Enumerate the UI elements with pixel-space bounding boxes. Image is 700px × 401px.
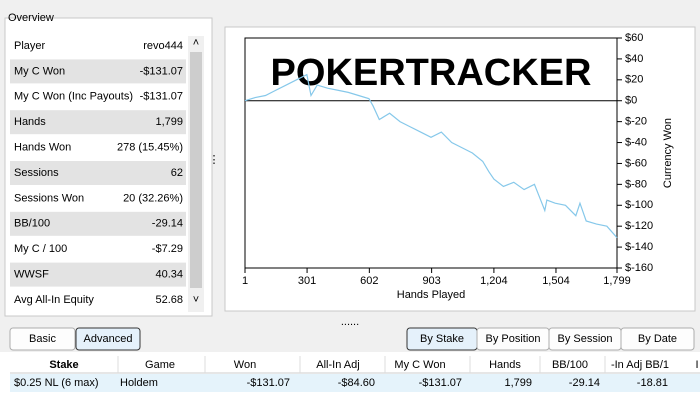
stat-label: Player — [14, 40, 46, 52]
stat-label: WWSF — [14, 269, 49, 281]
y-tick-label: $40 — [625, 53, 643, 65]
table-cell: -29.14 — [569, 377, 600, 389]
button[interactable] — [9, 327, 76, 351]
column-header[interactable]: I — [695, 359, 698, 371]
stat-value: -$131.07 — [140, 91, 183, 103]
table-header — [10, 356, 700, 373]
button-label[interactable]: By Stake — [420, 333, 464, 345]
stat-value: 20 (32.26%) — [123, 192, 183, 204]
overview-title: Overview — [8, 12, 54, 24]
x-tick-label: 301 — [298, 275, 316, 287]
stat-value: -29.14 — [152, 218, 183, 230]
y-tick-label: $-80 — [625, 178, 647, 190]
row-shade — [10, 211, 186, 236]
x-tick-label: 1,204 — [480, 275, 508, 287]
table-cell: -18.81 — [637, 377, 668, 389]
y-tick-label: $-140 — [625, 241, 653, 253]
row-shade — [10, 161, 186, 185]
column-header[interactable]: Game — [145, 359, 175, 371]
y-tick-label: $-40 — [625, 136, 647, 148]
row-shade — [10, 59, 186, 84]
stat-value: revo444 — [143, 40, 183, 52]
table-cell: Holdem — [120, 377, 158, 389]
y-tick-label: $-160 — [625, 262, 653, 274]
stat-label: Hands Won — [14, 142, 71, 154]
scroll-up[interactable]: ˄ — [193, 37, 199, 49]
watermark: POKERTRACKER — [271, 52, 592, 94]
plot-frame — [244, 37, 618, 269]
column-header[interactable]: Stake — [49, 359, 78, 371]
x-tick-label: 1,504 — [542, 275, 570, 287]
splitter[interactable]: ⋮ — [209, 154, 220, 166]
scroll-thumb[interactable] — [190, 52, 202, 288]
stat-label: Sessions Won — [14, 192, 84, 204]
stat-label: BB/100 — [14, 218, 50, 230]
scroll-down[interactable]: ˅ — [193, 294, 199, 306]
table-cell: 1,799 — [504, 377, 532, 389]
stat-value: -$7.29 — [152, 243, 183, 255]
y-axis-label: Currency Won — [662, 118, 674, 188]
y-tick-label: $-20 — [625, 116, 647, 128]
column-header[interactable]: Won — [234, 359, 256, 371]
button-label[interactable]: By Position — [485, 333, 540, 345]
y-tick-label: $-120 — [625, 220, 653, 232]
table-cell: $0.25 NL (6 max) — [14, 377, 99, 389]
button-label[interactable]: By Date — [638, 333, 677, 345]
stat-value: 278 (15.45%) — [117, 142, 183, 154]
x-tick-label: 1,799 — [603, 275, 631, 287]
table-cell: -$131.07 — [247, 377, 290, 389]
column-header[interactable]: My C Won — [394, 359, 445, 371]
y-tick-label: $-60 — [625, 157, 647, 169]
column-header[interactable]: Hands — [489, 359, 521, 371]
stat-label: Hands — [14, 116, 46, 128]
stat-label: My C / 100 — [14, 243, 67, 255]
stat-value: 62 — [171, 167, 183, 179]
x-tick-label: 602 — [360, 275, 378, 287]
y-tick-label: $60 — [625, 32, 643, 44]
line-series — [244, 73, 618, 239]
splitter[interactable]: ...... — [341, 316, 359, 328]
row-shade — [10, 262, 186, 287]
button-label[interactable]: By Session — [557, 333, 612, 345]
stat-label: Sessions — [14, 167, 59, 179]
stat-value: 1,799 — [155, 116, 183, 128]
stat-label: My C Won — [14, 65, 65, 77]
y-tick-label: $20 — [625, 74, 643, 86]
stat-value: 40.34 — [155, 269, 183, 281]
stat-value: 52.68 — [155, 294, 183, 306]
button-label[interactable]: Basic — [29, 333, 56, 345]
stat-label: My C Won (Inc Payouts) — [14, 91, 133, 103]
y-tick-label: $-100 — [625, 199, 653, 211]
column-header[interactable]: All-In Adj — [316, 359, 359, 371]
table-cell: -$131.07 — [419, 377, 462, 389]
column-header[interactable]: BB/100 — [552, 359, 588, 371]
stat-label: Avg All-In Equity — [14, 294, 94, 306]
button[interactable] — [620, 327, 695, 351]
x-tick-label: 903 — [422, 275, 440, 287]
table-row[interactable] — [10, 374, 700, 392]
column-header[interactable]: -In Adj BB/1 — [611, 359, 669, 371]
y-tick-label: $0 — [625, 95, 637, 107]
x-axis-label: Hands Played — [397, 289, 466, 301]
x-tick-label: 1 — [242, 275, 248, 287]
table-cell: -$84.60 — [338, 377, 375, 389]
stat-value: -$131.07 — [140, 65, 183, 77]
row-shade — [10, 110, 186, 135]
button-label[interactable]: Advanced — [84, 333, 133, 345]
button[interactable] — [75, 327, 141, 351]
